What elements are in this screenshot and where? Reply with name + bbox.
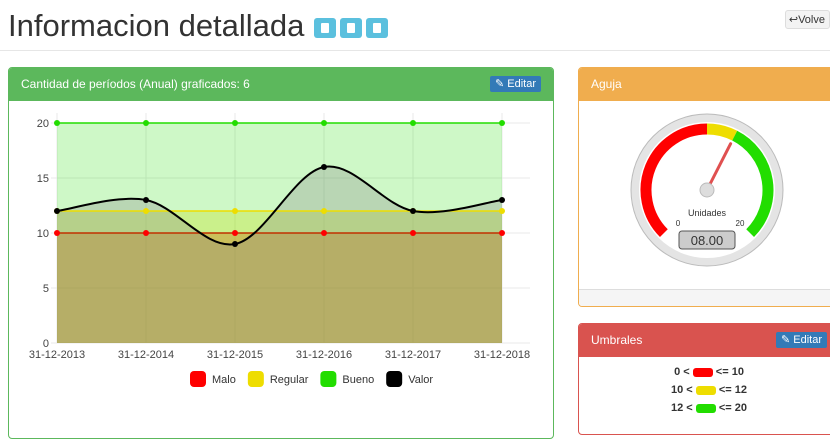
point (321, 164, 327, 170)
gauge: Unidades 0 20 08.00 (578, 100, 830, 290)
x-tick-label: 31-12-2013 (29, 349, 85, 361)
y-tick-label: 10 (37, 228, 49, 240)
point (410, 120, 416, 126)
legend-swatch (320, 371, 336, 387)
gauge-display-text: 08.00 (691, 233, 724, 248)
threshold-row: 10 < <= 12 (579, 381, 830, 399)
gauge-hub (700, 183, 714, 197)
point (232, 230, 238, 236)
y-tick-label: 20 (37, 118, 49, 130)
point (232, 208, 238, 214)
gauge-min: 0 (676, 219, 681, 228)
point (410, 230, 416, 236)
point (54, 208, 60, 214)
threshold-high: <= 10 (716, 366, 744, 378)
panel-header: Umbrales ✎ Editar (579, 324, 830, 357)
threshold-row: 0 < <= 10 (579, 363, 830, 381)
point (499, 208, 505, 214)
point (321, 230, 327, 236)
panel-footer (579, 289, 830, 306)
legend-label: Bueno (342, 374, 374, 386)
threshold-row: 12 < <= 20 (579, 399, 830, 417)
panel-header: Aguja (579, 68, 830, 101)
point (232, 120, 238, 126)
panel-title: Aguja (591, 77, 622, 91)
y-tick-label: 5 (43, 283, 49, 295)
point (54, 230, 60, 236)
legend-label: Valor (408, 374, 433, 386)
back-label: Volve (798, 14, 825, 26)
point (499, 197, 505, 203)
threshold-low: 12 < (671, 402, 693, 414)
point (54, 120, 60, 126)
threshold-low: 0 < (674, 366, 690, 378)
x-tick-label: 31-12-2018 (474, 349, 530, 361)
legend-swatch (248, 371, 264, 387)
gauge-unit: Unidades (688, 208, 727, 218)
edit-button[interactable]: ✎ Editar (776, 332, 827, 348)
back-button[interactable]: ↩Volve (785, 10, 830, 29)
gauge-max: 20 (736, 219, 745, 228)
threshold-low: 10 < (671, 384, 693, 396)
point (321, 208, 327, 214)
edit-label: Editar (793, 334, 822, 346)
point (410, 208, 416, 214)
x-tick-label: 31-12-2015 (207, 349, 263, 361)
point (143, 197, 149, 203)
threshold-swatch (696, 404, 716, 413)
threshold-high: <= 12 (719, 384, 747, 396)
legend-swatch (386, 371, 402, 387)
legend-label: Malo (212, 374, 236, 386)
point (232, 241, 238, 247)
threshold-swatch (693, 368, 713, 377)
x-tick-label: 31-12-2016 (296, 349, 352, 361)
point (143, 230, 149, 236)
point (321, 120, 327, 126)
point (499, 230, 505, 236)
threshold-high: <= 20 (719, 402, 747, 414)
legend-label: Regular (270, 374, 309, 386)
x-tick-label: 31-12-2017 (385, 349, 441, 361)
point (499, 120, 505, 126)
y-tick-label: 15 (37, 173, 49, 185)
point (143, 208, 149, 214)
legend-swatch (190, 371, 206, 387)
x-tick-label: 31-12-2014 (118, 349, 174, 361)
page: {"header": {"title": "Informacion detall… (0, 0, 830, 425)
panel-title: Umbrales (591, 333, 642, 347)
point (143, 120, 149, 126)
threshold-swatch (696, 386, 716, 395)
